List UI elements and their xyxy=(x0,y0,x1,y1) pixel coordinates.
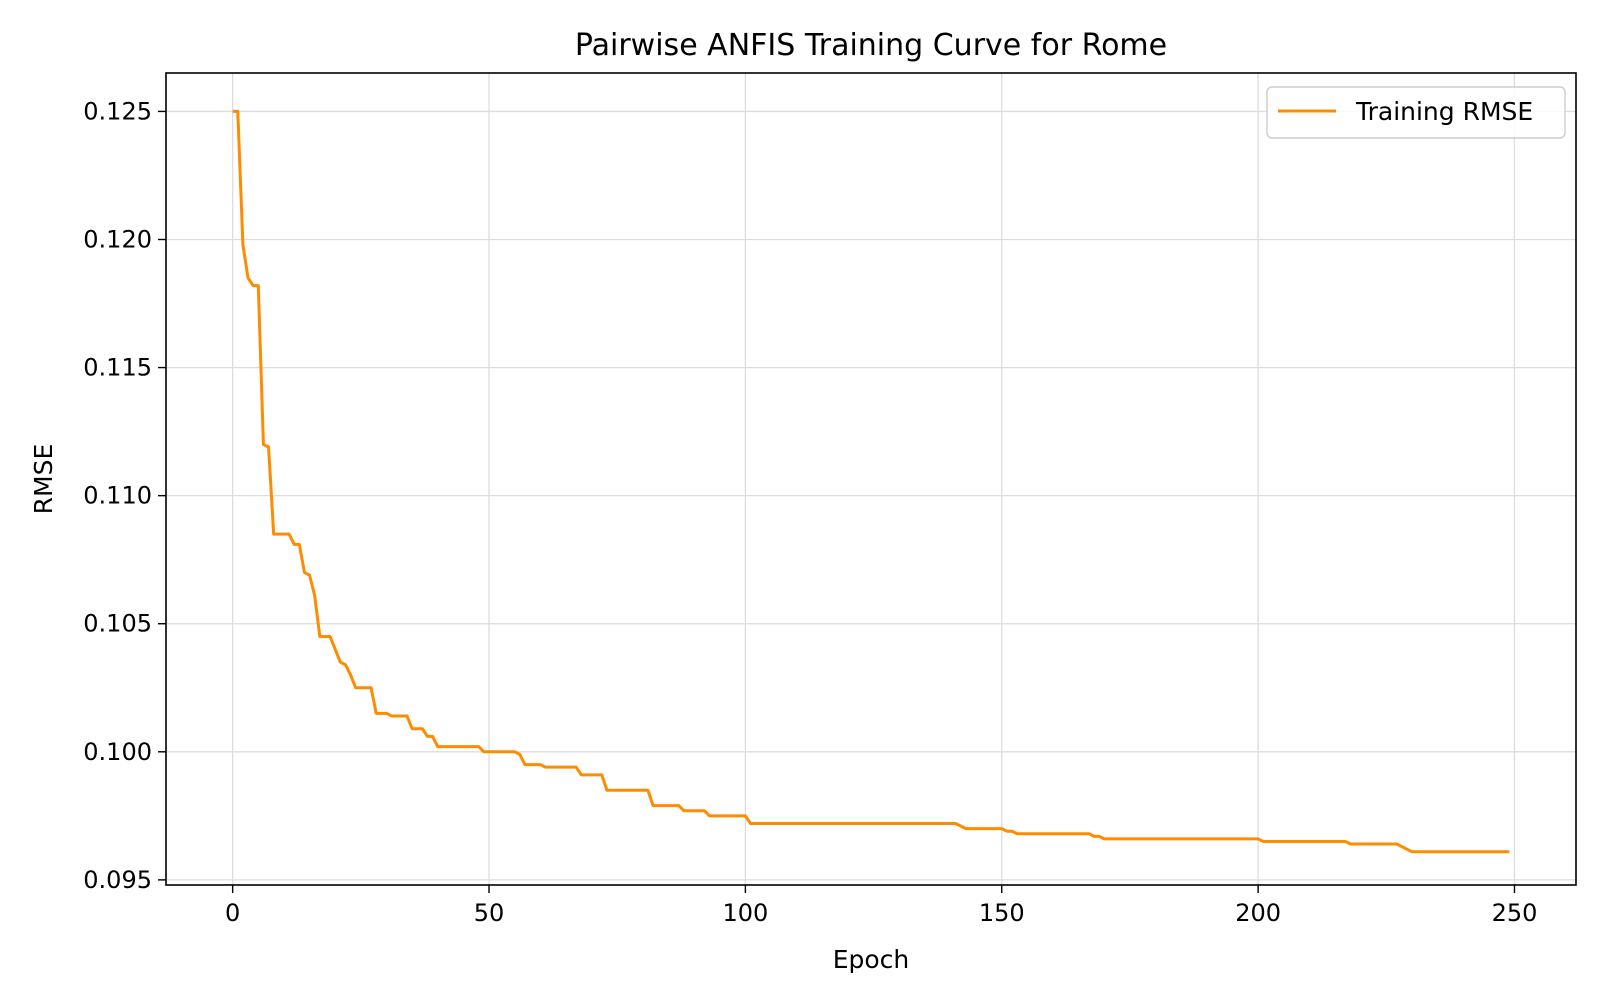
y-tick-label: 0.100 xyxy=(83,738,152,766)
x-tick-label: 150 xyxy=(979,899,1025,927)
chart-title: Pairwise ANFIS Training Curve for Rome xyxy=(575,28,1167,63)
legend: Training RMSE xyxy=(1266,86,1566,139)
axis-ticks: 0 50 100 150 200 250 0.095 0.100 0.105 0.110 0.115… xyxy=(83,97,1537,927)
y-tick-label: 0.095 xyxy=(83,866,152,894)
y-axis-label: RMSE xyxy=(29,444,58,515)
y-tick-label: 0.120 xyxy=(83,225,152,253)
x-tick-label: 100 xyxy=(722,899,768,927)
y-tick-label: 0.115 xyxy=(83,354,152,382)
x-tick-label: 50 xyxy=(474,899,505,927)
legend-label-training-rmse: Training RMSE xyxy=(1355,97,1533,126)
x-tick-label: 200 xyxy=(1235,899,1281,927)
y-tick-label: 0.110 xyxy=(83,482,152,510)
legend-box xyxy=(1266,86,1566,139)
x-axis-label: Epoch xyxy=(833,945,910,974)
series-line-training-rmse xyxy=(232,109,1510,854)
y-tick-label: 0.125 xyxy=(83,97,152,125)
y-tick-label: 0.105 xyxy=(83,610,152,638)
plot-area xyxy=(232,109,1510,854)
x-tick-label: 0 xyxy=(225,899,240,927)
grid xyxy=(166,73,1576,885)
x-tick-label: 250 xyxy=(1492,899,1538,927)
plot-frame xyxy=(165,72,1577,886)
